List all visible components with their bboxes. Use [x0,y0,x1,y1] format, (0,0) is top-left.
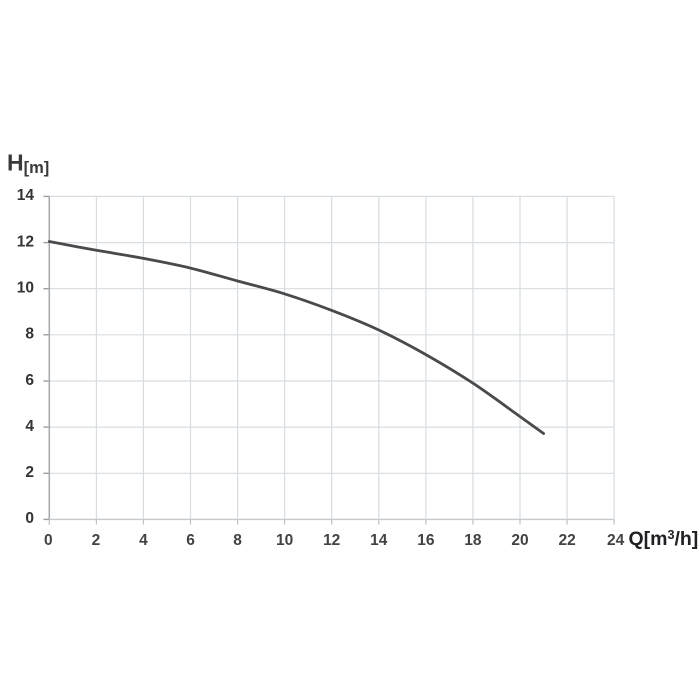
svg-text:8: 8 [25,326,34,343]
svg-text:24: 24 [607,532,625,549]
svg-text:2: 2 [92,532,101,549]
svg-text:6: 6 [186,532,195,549]
svg-text:0: 0 [44,532,53,549]
svg-text:6: 6 [25,372,34,389]
svg-text:14: 14 [370,532,388,549]
svg-text:8: 8 [233,532,242,549]
svg-text:16: 16 [417,532,435,549]
svg-text:Q[m3/h]: Q[m3/h] [629,528,699,550]
svg-text:10: 10 [276,532,293,549]
svg-text:0: 0 [25,510,34,527]
svg-text:18: 18 [464,532,482,549]
svg-text:2: 2 [25,464,34,481]
svg-text:20: 20 [511,532,528,549]
svg-text:14: 14 [17,187,35,204]
svg-text:22: 22 [558,532,575,549]
svg-text:4: 4 [139,532,148,549]
svg-text:10: 10 [17,280,34,297]
svg-text:12: 12 [17,233,34,250]
svg-text:4: 4 [25,418,34,435]
svg-text:12: 12 [323,532,340,549]
